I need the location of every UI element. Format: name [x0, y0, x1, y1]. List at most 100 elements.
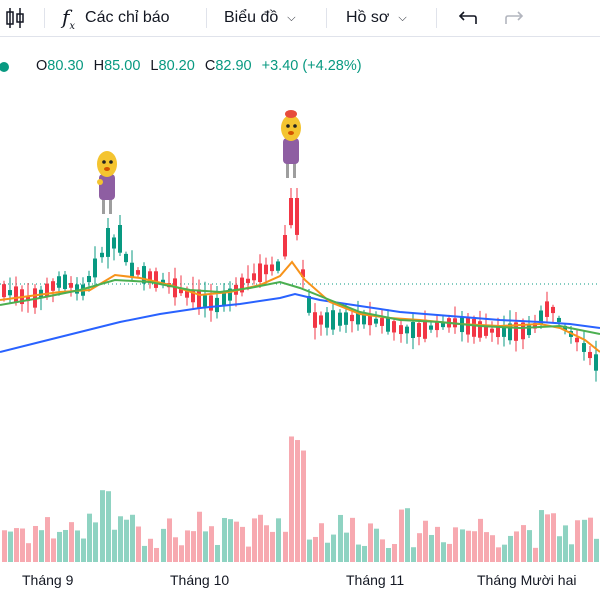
volume-bar — [81, 538, 86, 562]
volume-bar — [429, 534, 434, 562]
candle-body — [466, 318, 470, 335]
low-key: L — [150, 58, 159, 74]
volume-bar — [118, 516, 123, 562]
candle-body — [478, 321, 482, 338]
candle-body — [472, 318, 476, 337]
volume-bar — [496, 547, 501, 562]
indicators-label: Các chỉ báo — [85, 9, 170, 26]
candle-body — [484, 324, 488, 336]
volume-bar — [399, 509, 404, 562]
candle-body — [63, 274, 67, 290]
candle-body — [26, 296, 30, 302]
candle-body — [374, 318, 378, 324]
candle-body — [429, 325, 433, 330]
candle-body — [8, 290, 12, 296]
candle-body — [405, 326, 409, 334]
redo-button[interactable] — [504, 4, 526, 32]
candle-body — [490, 328, 494, 333]
volume-bar — [588, 517, 593, 562]
volume-bar — [313, 536, 318, 562]
volume-bar — [331, 534, 336, 562]
volume-bar — [228, 519, 233, 562]
volume-bar — [435, 526, 440, 562]
volume-bar — [191, 531, 196, 562]
candlestick-chart-type-button[interactable] — [4, 4, 26, 32]
candle-body — [270, 264, 274, 272]
candle-body — [386, 317, 390, 332]
candle-body — [545, 301, 549, 317]
volume-bar — [307, 539, 312, 562]
volume-bar — [441, 542, 446, 562]
candle-body — [203, 295, 207, 307]
volume-bar — [258, 514, 263, 562]
volume-bar — [569, 544, 574, 562]
candle-body — [496, 325, 500, 338]
volume-bar — [594, 538, 599, 562]
volume-bar — [130, 514, 135, 562]
profile-menu-button[interactable]: Hồ sơ ⌵ — [346, 4, 407, 32]
volume-bar — [75, 530, 80, 562]
candle-body — [338, 312, 342, 326]
candle-body — [508, 323, 512, 341]
chart-menu-button[interactable]: Biểu đồ ⌵ — [224, 4, 296, 32]
candlesticks — [2, 188, 598, 382]
function-icon: fx — [62, 4, 76, 32]
candle-body — [14, 286, 18, 303]
candle-body — [142, 266, 146, 284]
volume-bar — [514, 531, 519, 562]
volume-bar — [350, 517, 355, 562]
candle-body — [222, 292, 226, 306]
profile-menu-label: Hồ sơ — [346, 9, 390, 26]
toolbar-divider — [206, 8, 207, 28]
volume-bar — [63, 529, 68, 562]
candle-body — [2, 284, 6, 298]
volume-bar — [209, 526, 214, 562]
volume-bar — [173, 537, 178, 562]
price-chart[interactable] — [0, 80, 600, 568]
volume-bar — [185, 530, 190, 562]
long-moving-average-line — [0, 292, 600, 353]
candle-body — [87, 275, 91, 283]
candle-body — [514, 322, 518, 341]
volume-bar — [295, 440, 300, 562]
volume-bar — [154, 547, 159, 562]
status-dot-icon — [0, 62, 9, 72]
volume-bar — [338, 514, 343, 562]
volume-bar — [167, 518, 172, 562]
candle-body — [295, 198, 299, 235]
candle-body — [588, 351, 592, 359]
volume-bar — [405, 508, 410, 562]
candle-body — [411, 321, 415, 339]
volume-bar — [276, 518, 281, 562]
candle-body — [228, 288, 232, 301]
candle-body — [197, 289, 201, 308]
volume-bar — [142, 545, 147, 562]
volume-bar — [51, 538, 56, 562]
candle-body — [502, 326, 506, 337]
volume-bar — [203, 531, 208, 562]
volume-bar — [563, 525, 568, 562]
candle-body — [307, 295, 311, 313]
undo-button[interactable] — [456, 4, 478, 32]
volume-bar — [234, 521, 239, 562]
candle-body — [557, 317, 561, 323]
volume-bar — [386, 547, 391, 562]
toolbar-divider — [326, 8, 327, 28]
candle-body — [289, 198, 293, 226]
short-moving-average-line — [0, 278, 600, 335]
volume-bar — [45, 517, 50, 562]
candle-body — [392, 321, 396, 333]
candle-body — [283, 235, 287, 257]
volume-bar — [87, 513, 92, 562]
candle-body — [539, 310, 543, 325]
volume-bar — [374, 528, 379, 562]
open-value: 80.30 — [47, 58, 84, 74]
candle-body — [258, 263, 262, 282]
candle-body — [106, 228, 110, 257]
candle-body — [380, 318, 384, 326]
volume-bar — [490, 535, 495, 562]
indicators-button[interactable]: fx Các chỉ báo — [62, 4, 170, 32]
toolbar-divider — [436, 8, 437, 28]
volume-bars — [2, 436, 599, 562]
candle-body — [435, 321, 439, 331]
